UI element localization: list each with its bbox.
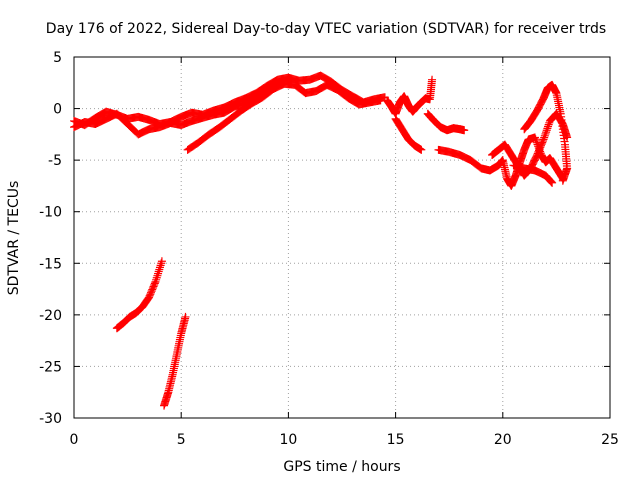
data-point bbox=[544, 120, 553, 129]
x-tick-label: 5 bbox=[177, 432, 186, 448]
chart-title: Day 176 of 2022, Sidereal Day-to-day VTE… bbox=[46, 21, 606, 37]
grid-lines bbox=[74, 57, 610, 418]
data-point bbox=[417, 145, 426, 154]
series-track-l bbox=[160, 312, 190, 410]
series-track-e bbox=[391, 114, 426, 154]
data-point bbox=[155, 265, 164, 274]
data-point bbox=[155, 263, 164, 272]
data-point bbox=[156, 261, 165, 270]
y-tick-label: -15 bbox=[39, 256, 62, 272]
series-track-k bbox=[112, 257, 166, 333]
data-point bbox=[531, 108, 540, 117]
data-point bbox=[542, 128, 551, 137]
y-tick-label: -30 bbox=[39, 411, 62, 427]
y-tick-label: -25 bbox=[39, 359, 62, 375]
data-point bbox=[152, 275, 161, 284]
y-tick-label: -10 bbox=[39, 205, 62, 221]
plot-frame bbox=[73, 56, 611, 419]
data-point bbox=[150, 279, 159, 288]
data-point bbox=[154, 269, 163, 278]
data-point bbox=[558, 176, 567, 185]
data-point bbox=[154, 267, 163, 276]
x-tick-label: 10 bbox=[279, 432, 297, 448]
data-point bbox=[540, 133, 549, 142]
x-tick-label: 25 bbox=[601, 432, 619, 448]
data-point bbox=[181, 312, 190, 321]
data-point bbox=[548, 178, 557, 187]
data-point bbox=[152, 273, 161, 282]
y-tick-label: -5 bbox=[48, 153, 62, 169]
data-point bbox=[543, 124, 552, 133]
data-point bbox=[153, 271, 162, 280]
x-tick-label: 20 bbox=[494, 432, 512, 448]
data-point bbox=[460, 126, 469, 135]
series-track-c bbox=[183, 79, 385, 154]
data-marks bbox=[70, 71, 572, 410]
data-point bbox=[538, 137, 547, 146]
data-point bbox=[540, 131, 549, 140]
data-point bbox=[542, 126, 551, 135]
data-point bbox=[546, 177, 555, 186]
series-track-d bbox=[383, 75, 437, 118]
x-tick-label: 15 bbox=[387, 432, 405, 448]
series-track-j bbox=[520, 80, 572, 185]
data-point bbox=[541, 129, 550, 138]
y-tick-label: -20 bbox=[39, 308, 62, 324]
x-axis-label: GPS time / hours bbox=[283, 459, 400, 475]
series-track-i bbox=[509, 161, 557, 187]
y-axis-label: SDTVAR / TECUs bbox=[6, 181, 22, 296]
data-point bbox=[428, 75, 437, 84]
axis-ticks bbox=[73, 56, 611, 419]
y-tick-label: 5 bbox=[53, 50, 62, 66]
y-tick-label: 0 bbox=[53, 102, 62, 118]
data-point bbox=[157, 257, 166, 266]
tick-labels: 0 5 10 15 20 25 5 0 -5 -10 -15 -20 -25 -30 bbox=[39, 50, 619, 448]
data-point bbox=[143, 295, 152, 304]
series-track-f bbox=[423, 109, 469, 135]
data-point bbox=[531, 135, 540, 144]
data-point bbox=[530, 133, 539, 142]
data-point bbox=[157, 259, 166, 268]
data-point bbox=[151, 277, 160, 286]
data-point bbox=[547, 178, 556, 187]
x-tick-label: 0 bbox=[70, 432, 79, 448]
data-point bbox=[539, 135, 548, 144]
data-point bbox=[544, 122, 553, 131]
